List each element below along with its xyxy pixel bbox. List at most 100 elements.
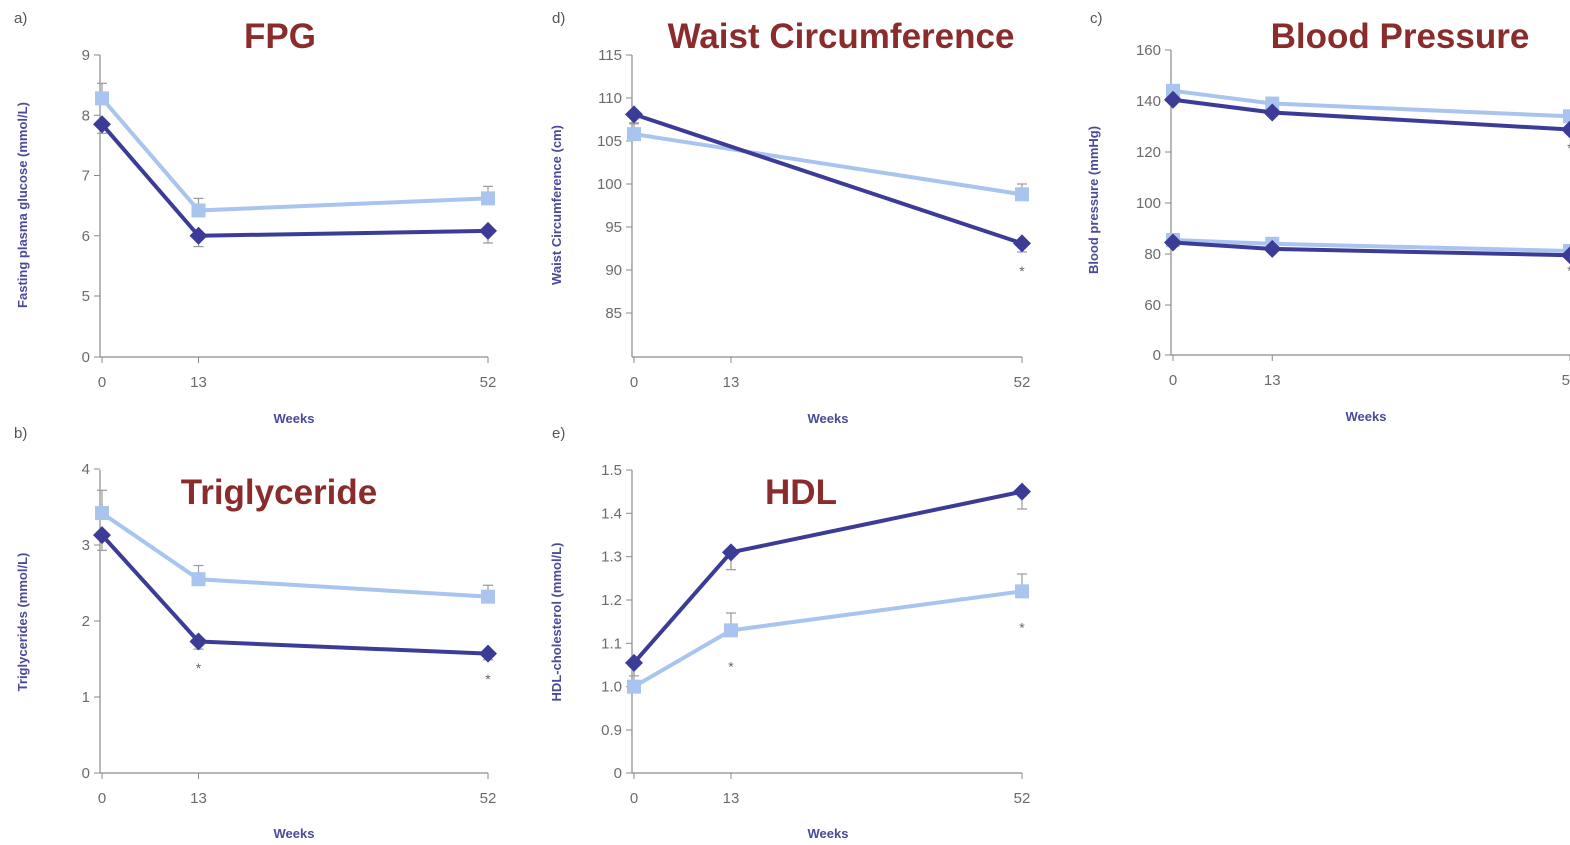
x-tick-label: 52 — [1014, 374, 1031, 391]
y-tick-label: 4 — [82, 461, 90, 478]
chart-title: Waist Circumference — [668, 17, 1015, 56]
data-point-square — [627, 127, 641, 142]
data-point-square — [1015, 584, 1029, 599]
x-axis-title: Weeks — [808, 826, 849, 841]
chart-panel-4: e) HDL 0 0.9 1.0 1.1 1.2 1.3 1.4 1.5 0 13 52 Weeks HDL… — [549, 425, 1031, 841]
y-tick-label: 5 — [82, 288, 90, 305]
y-tick-label: 115 — [598, 47, 622, 64]
data-point-diamond — [189, 632, 208, 651]
data-point-diamond — [1164, 90, 1182, 109]
series-control — [627, 123, 1029, 202]
panel-letter: d) — [552, 10, 565, 27]
significance-marker: * — [728, 659, 734, 675]
data-point-diamond — [1263, 103, 1282, 122]
data-point-diamond — [1561, 120, 1570, 139]
y-tick-label: 8 — [82, 107, 90, 124]
significance-marker: * — [196, 660, 202, 676]
chart-panel-2: c) Blood Pressure 0 60 80 100 120 140 160 0 13 52 We… — [1086, 10, 1570, 424]
series-intervention — [93, 526, 497, 663]
y-tick-label: 95 — [605, 219, 622, 236]
x-tick-label: 13 — [723, 790, 740, 807]
y-axis-title: Waist Circumference (cm) — [549, 125, 564, 285]
series-intervention — [625, 105, 1031, 253]
significance-marker: * — [1567, 140, 1570, 156]
y-tick-label: 120 — [1136, 144, 1161, 161]
y-tick-label: 0 — [614, 765, 622, 782]
y-tick-label: 3 — [82, 537, 90, 554]
y-tick-label: 105 — [597, 133, 622, 150]
data-point-square — [627, 679, 641, 694]
chart-panel-3: b) Triglyceride 0 1 2 3 4 0 13 52 Weeks Triglycerid… — [14, 425, 497, 841]
data-point-diamond — [479, 221, 497, 240]
chart-title: HDL — [765, 473, 837, 512]
data-point-square — [724, 623, 738, 638]
y-tick-label: 160 — [1136, 42, 1161, 59]
x-axis-title: Weeks — [1346, 409, 1387, 424]
y-tick-label: 1.3 — [601, 549, 622, 566]
data-point-square — [1015, 187, 1029, 202]
series-line — [632, 589, 1023, 689]
series-line — [1172, 88, 1570, 119]
x-axis-title: Weeks — [808, 411, 849, 426]
x-tick-label: 0 — [1169, 372, 1177, 389]
y-tick-label: 1.2 — [601, 592, 622, 609]
x-tick-label: 0 — [98, 374, 106, 391]
x-tick-label: 0 — [630, 790, 638, 807]
x-tick-label: 13 — [1264, 372, 1281, 389]
series-line — [632, 489, 1023, 665]
y-axis-title: Blood pressure (mmHg) — [1086, 126, 1101, 274]
chart-title: FPG — [244, 17, 316, 56]
x-tick-label: 52 — [1014, 790, 1031, 807]
panel-letter: c) — [1090, 10, 1103, 27]
y-tick-label: 100 — [1136, 195, 1161, 212]
significance-marker: * — [485, 671, 491, 687]
x-tick-label: 52 — [1562, 372, 1570, 389]
x-tick-label: 52 — [480, 374, 497, 391]
data-point-diamond — [722, 543, 740, 562]
y-tick-label: 1 — [82, 689, 90, 706]
chart-title: Blood Pressure — [1271, 17, 1530, 56]
data-point-diamond — [1263, 239, 1282, 258]
data-point-diamond — [1164, 233, 1182, 252]
panel-letter: a) — [14, 10, 27, 27]
data-point-square — [95, 506, 109, 521]
data-point-diamond — [93, 526, 111, 545]
y-tick-label: 110 — [598, 90, 622, 107]
series-line — [633, 112, 1023, 246]
y-tick-label: 1.1 — [601, 635, 622, 652]
series-control — [95, 82, 495, 218]
y-tick-label: 7 — [82, 168, 90, 185]
y-tick-label: 0 — [82, 349, 90, 366]
data-point-square — [481, 191, 495, 206]
y-tick-label: 2 — [82, 613, 90, 630]
chart-title: Triglyceride — [181, 473, 377, 512]
data-point-diamond — [625, 105, 643, 124]
series-intervention — [1164, 233, 1570, 265]
significance-marker: * — [1019, 620, 1025, 636]
series-intervention — [625, 482, 1031, 677]
series-line — [100, 122, 489, 238]
y-tick-label: 1.4 — [601, 505, 622, 522]
y-tick-label: 85 — [605, 305, 622, 322]
data-point-square — [191, 203, 206, 218]
data-point-square — [481, 589, 495, 604]
chart-panel-0: a) FPG 0 5 6 7 8 9 0 13 52 Weeks Fasting plasma gluc… — [14, 10, 497, 426]
data-point-diamond — [1013, 482, 1031, 501]
x-tick-label: 13 — [190, 790, 207, 807]
series-control — [95, 489, 495, 604]
y-tick-label: 140 — [1136, 93, 1161, 110]
y-tick-label: 0 — [1153, 347, 1161, 364]
series-control — [627, 573, 1029, 694]
chart-panel-1: d) Waist Circumference 85 90 95 100 105 110 115 0… — [549, 10, 1031, 426]
y-tick-label: 90 — [605, 262, 622, 279]
x-tick-label: 0 — [630, 374, 638, 391]
data-point-diamond — [1013, 234, 1031, 253]
y-tick-label: 60 — [1144, 297, 1161, 314]
series-line — [633, 132, 1023, 197]
x-tick-label: 0 — [98, 790, 106, 807]
x-tick-label: 13 — [190, 374, 207, 391]
significance-marker: * — [1567, 262, 1570, 278]
y-tick-label: 0 — [82, 765, 90, 782]
panel-letter: e) — [552, 425, 565, 442]
